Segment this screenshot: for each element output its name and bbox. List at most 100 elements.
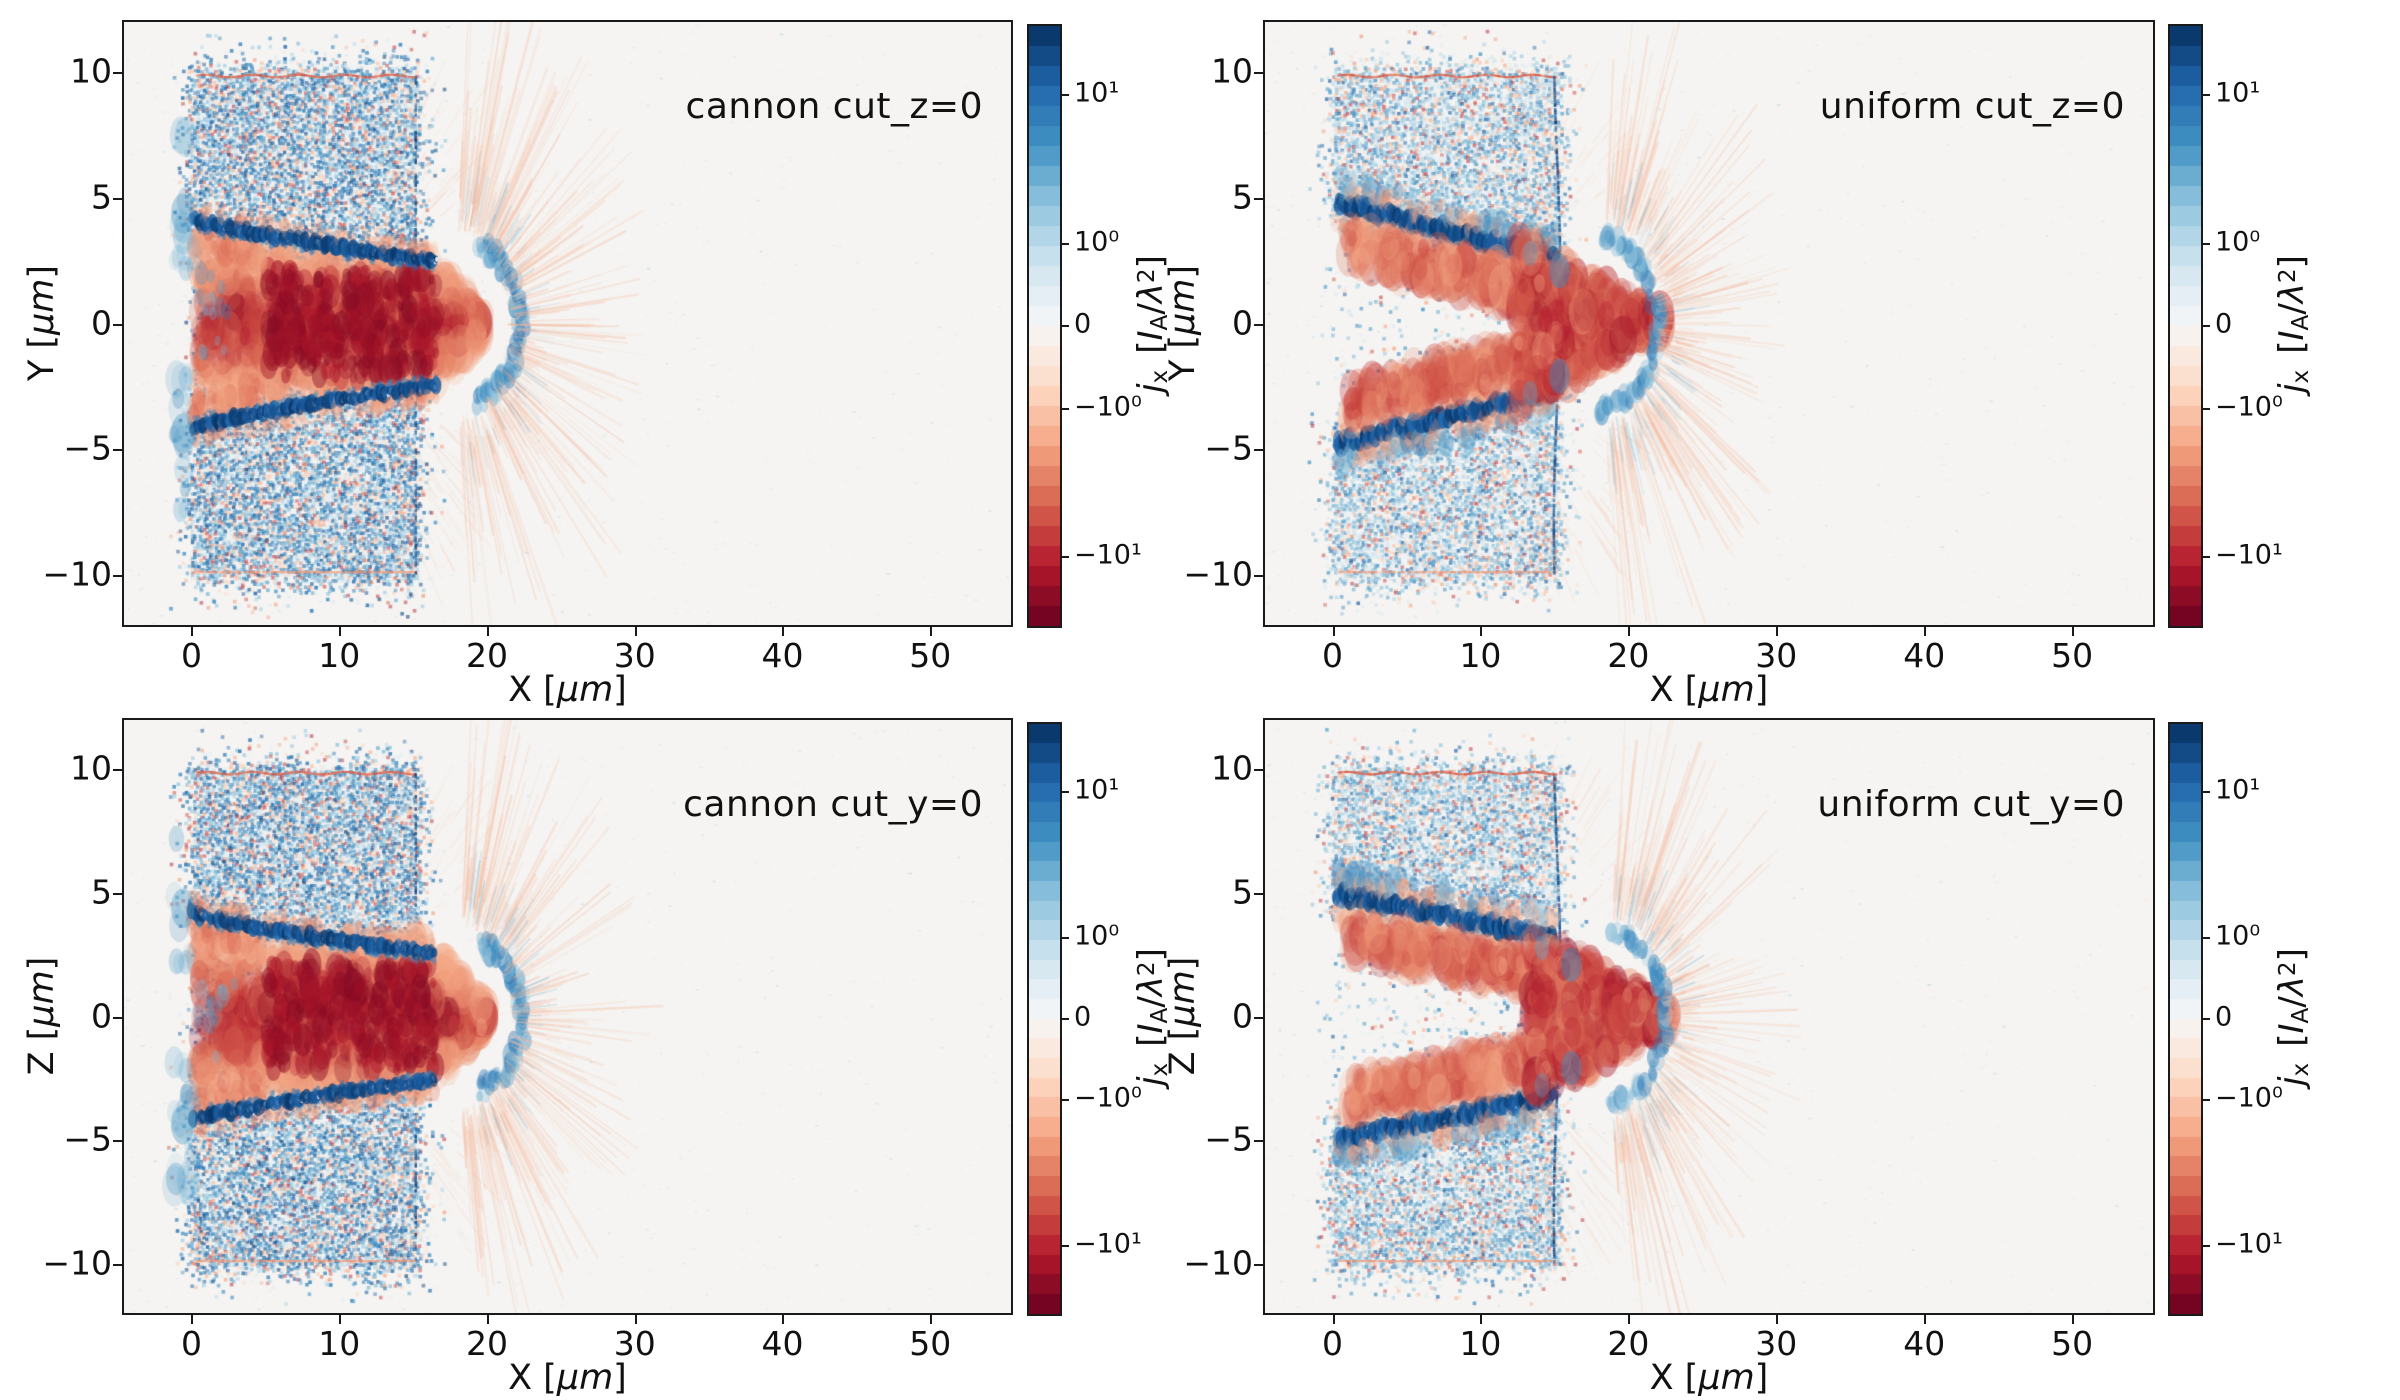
y-axis-tick-marks xyxy=(1253,718,1265,1315)
x-tick-label: 0 xyxy=(180,636,202,675)
tick-mark xyxy=(486,627,489,636)
colorbar-axis-label: jx[IA/λ2] xyxy=(2272,255,2314,393)
colorbar-tick-label: −10⁰ xyxy=(1074,1082,1142,1114)
x-axis-tick-marks xyxy=(122,625,1013,637)
colorbar-tick-label: 10¹ xyxy=(2215,774,2261,806)
tick-mark xyxy=(1332,1315,1335,1324)
y-tick-label: 10 xyxy=(70,51,112,91)
x-tick-label: 20 xyxy=(1607,636,1650,675)
x-axis-tick-labels: 0 10 20 30 40 50 xyxy=(122,636,1013,680)
x-tick-label: 40 xyxy=(761,1324,804,1363)
colorbar-tick-marks xyxy=(2201,26,2211,626)
y-tick-label: 5 xyxy=(1232,872,1253,912)
y-axis-tick-labels: 10 5 0 −5 −10 xyxy=(16,718,112,1315)
plot-area-uniform-cuty: uniform cut_y=0 xyxy=(1254,718,2155,1324)
tick-mark xyxy=(113,449,122,452)
tick-mark xyxy=(2203,1245,2210,1248)
y-axis-tick-marks xyxy=(112,718,124,1315)
tick-mark xyxy=(113,197,122,200)
colorbar xyxy=(2168,722,2210,1316)
tick-mark xyxy=(1062,556,1069,558)
tick-mark xyxy=(930,627,933,636)
tick-mark xyxy=(1776,627,1779,636)
x-tick-label: 0 xyxy=(1322,1324,1344,1363)
colorbar-tick-labels: 10¹ 10⁰ 0 −10⁰ −10¹ xyxy=(2215,24,2355,624)
tick-mark xyxy=(1628,627,1631,636)
y-axis-tick-marks xyxy=(1253,20,1265,627)
tick-mark xyxy=(113,323,122,326)
colorbar xyxy=(1027,24,1069,628)
colorbar xyxy=(2168,24,2210,628)
x-tick-label: 30 xyxy=(1755,636,1798,675)
y-axis-label: Z[μm] xyxy=(1163,956,1203,1076)
y-axis-unit: μm xyxy=(22,970,62,1027)
colorbar-tick-label: 10¹ xyxy=(1074,77,1120,109)
x-axis-name: X xyxy=(1649,1358,1674,1398)
x-axis-name: X xyxy=(508,1358,533,1398)
x-tick-label: 10 xyxy=(1459,636,1502,675)
colorbar-tick-label: 0 xyxy=(1074,1001,1092,1033)
x-tick-label: 30 xyxy=(613,636,656,675)
x-tick-label: 0 xyxy=(1322,636,1344,675)
colorbar xyxy=(1027,722,1069,1316)
colorbar-tick-label: 10⁰ xyxy=(2215,920,2261,952)
tick-mark xyxy=(2203,936,2210,939)
tick-mark xyxy=(339,1315,342,1324)
tick-mark xyxy=(2072,1315,2075,1324)
x-tick-label: 30 xyxy=(613,1324,656,1363)
tick-mark xyxy=(782,1315,785,1324)
tick-mark xyxy=(486,1315,489,1324)
colorbar-tick-label: −10⁰ xyxy=(2215,1082,2283,1114)
colorbar-tick-label: 10¹ xyxy=(2215,77,2261,109)
x-axis-label: X [μm] xyxy=(508,670,627,710)
heatmap-uniform-cuty xyxy=(1265,720,2153,1313)
tick-mark xyxy=(2203,556,2210,558)
colorbar-tick-label: 0 xyxy=(2215,1001,2233,1033)
tick-mark xyxy=(191,627,194,636)
tick-mark xyxy=(1628,1315,1631,1324)
x-tick-label: 10 xyxy=(1459,1324,1502,1363)
y-axis-unit: μm xyxy=(1163,278,1203,335)
colorbar-gradient xyxy=(1029,26,1060,626)
y-tick-label: 0 xyxy=(91,303,112,343)
tick-mark xyxy=(1062,936,1069,939)
colorbar-tick-marks xyxy=(2201,724,2211,1314)
tick-mark xyxy=(1480,627,1483,636)
tick-mark xyxy=(1254,449,1263,452)
y-axis-tick-labels: 10 5 0 −5 −10 xyxy=(16,20,112,627)
tick-mark xyxy=(2203,242,2210,245)
y-axis-label: Y[μm] xyxy=(22,264,62,382)
tick-mark xyxy=(2203,1099,2210,1102)
x-axis-label: X [μm] xyxy=(508,1358,627,1398)
x-tick-label: 10 xyxy=(318,636,361,675)
y-axis-label: Z[μm] xyxy=(22,956,62,1076)
colorbar-tick-label: −10¹ xyxy=(1074,539,1142,571)
tick-mark xyxy=(1062,1018,1069,1020)
y-tick-label: −10 xyxy=(1183,1243,1253,1283)
tick-mark xyxy=(1254,1016,1263,1019)
heatmap-cannon-cuty xyxy=(124,720,1011,1313)
x-axis-tick-marks xyxy=(1263,625,2155,637)
panel-title: cannon cut_y=0 xyxy=(683,784,983,825)
colorbar-tick-label: −10⁰ xyxy=(2215,391,2283,422)
y-axis-label: Y[μm] xyxy=(1163,264,1203,382)
tick-mark xyxy=(634,627,637,636)
x-tick-label: 40 xyxy=(761,636,804,675)
tick-mark xyxy=(339,627,342,636)
tick-mark xyxy=(1776,1315,1779,1324)
tick-mark xyxy=(113,892,122,895)
x-tick-label: 20 xyxy=(465,1324,508,1363)
tick-mark xyxy=(1062,325,1069,327)
tick-mark xyxy=(2203,1018,2210,1020)
x-tick-label: 40 xyxy=(1903,1324,1946,1363)
x-axis-tick-marks xyxy=(1263,1313,2155,1325)
tick-mark xyxy=(113,768,122,771)
x-tick-label: 50 xyxy=(909,1324,952,1363)
y-axis-name: Z xyxy=(1163,1051,1203,1076)
colorbar-tick-labels: 10¹ 10⁰ 0 −10⁰ −10¹ xyxy=(2215,722,2355,1312)
x-axis-tick-labels: 0 10 20 30 40 50 xyxy=(122,1324,1013,1368)
panel-title: cannon cut_z=0 xyxy=(685,86,983,127)
x-axis-unit: μm xyxy=(1698,670,1755,710)
tick-mark xyxy=(1062,1099,1069,1102)
x-axis-tick-labels: 0 10 20 30 40 50 xyxy=(1263,1324,2155,1368)
